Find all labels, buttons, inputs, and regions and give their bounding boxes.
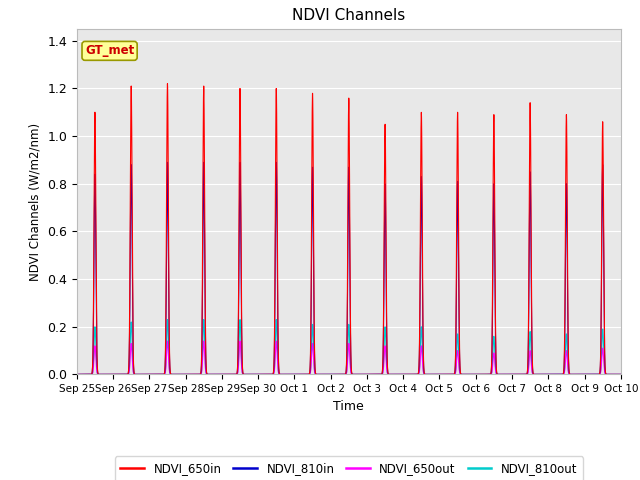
NDVI_650in — [276, 372, 284, 377]
NDVI_650out — [276, 372, 284, 377]
NDVI_810in — [501, 372, 509, 377]
NDVI_650in — [501, 372, 509, 377]
X-axis label: Time: Time — [333, 400, 364, 413]
NDVI_810out — [184, 372, 191, 377]
NDVI_810out — [276, 372, 284, 377]
NDVI_650in — [184, 372, 191, 377]
NDVI_810out — [501, 372, 509, 377]
NDVI_650out — [164, 338, 172, 344]
NDVI_650out — [73, 372, 81, 377]
NDVI_650out — [617, 372, 625, 377]
NDVI_810out — [615, 372, 623, 377]
NDVI_810out — [424, 372, 431, 377]
Line: NDVI_650in: NDVI_650in — [77, 84, 621, 374]
NDVI_810in — [276, 372, 284, 377]
NDVI_650out — [189, 372, 197, 377]
NDVI_650in — [164, 81, 172, 86]
NDVI_650out — [501, 372, 509, 377]
NDVI_650in — [424, 372, 431, 377]
NDVI_650out — [615, 372, 623, 377]
NDVI_810out — [73, 372, 81, 377]
NDVI_650in — [615, 372, 623, 377]
NDVI_810in — [617, 372, 625, 377]
Title: NDVI Channels: NDVI Channels — [292, 9, 405, 24]
Line: NDVI_810out: NDVI_810out — [77, 320, 621, 374]
Line: NDVI_810in: NDVI_810in — [77, 162, 621, 374]
NDVI_650out — [184, 372, 191, 377]
NDVI_650in — [189, 372, 197, 377]
NDVI_810in — [184, 372, 191, 377]
NDVI_810in — [164, 159, 172, 165]
NDVI_810out — [189, 372, 197, 377]
Line: NDVI_650out: NDVI_650out — [77, 341, 621, 374]
NDVI_810in — [424, 372, 431, 377]
NDVI_810in — [73, 372, 81, 377]
NDVI_650in — [617, 372, 625, 377]
NDVI_810in — [189, 372, 197, 377]
NDVI_810out — [617, 372, 625, 377]
Text: GT_met: GT_met — [85, 44, 134, 57]
NDVI_650in — [73, 372, 81, 377]
NDVI_810in — [615, 372, 623, 377]
Y-axis label: NDVI Channels (W/m2/nm): NDVI Channels (W/m2/nm) — [29, 122, 42, 281]
NDVI_650out — [424, 372, 431, 377]
NDVI_810out — [164, 317, 172, 323]
Legend: NDVI_650in, NDVI_810in, NDVI_650out, NDVI_810out: NDVI_650in, NDVI_810in, NDVI_650out, NDV… — [115, 456, 583, 480]
